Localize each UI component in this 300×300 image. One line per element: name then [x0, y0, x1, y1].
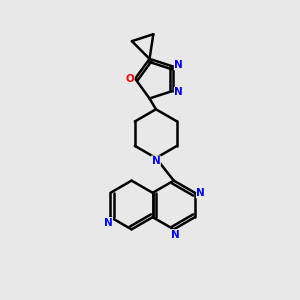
Text: N: N	[196, 188, 205, 198]
Text: N: N	[171, 230, 180, 240]
Text: O: O	[125, 74, 134, 84]
Text: N: N	[104, 218, 112, 227]
Text: N: N	[152, 156, 160, 166]
Text: N: N	[174, 60, 183, 70]
Text: N: N	[174, 87, 183, 98]
